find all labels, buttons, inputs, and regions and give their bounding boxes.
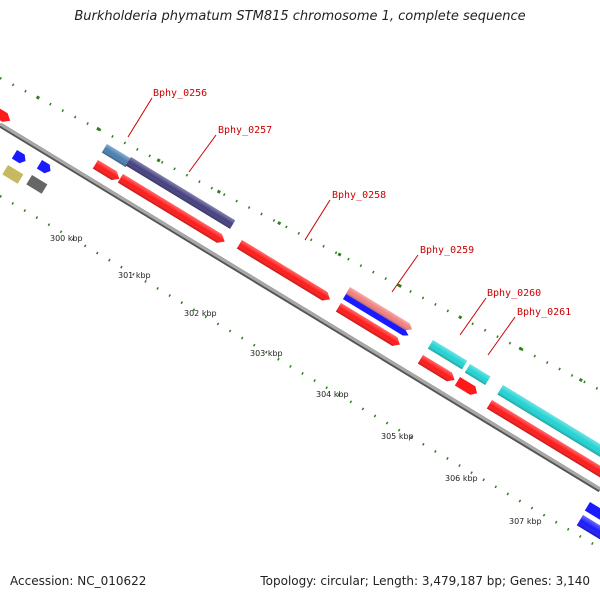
inner-tick-ring <box>0 194 600 550</box>
scale-label: 303 kbp <box>250 349 283 358</box>
gene-label[interactable]: Bphy_0257 <box>218 125 272 136</box>
gene-label[interactable]: Bphy_0258 <box>332 190 386 201</box>
gene-feature[interactable] <box>584 502 600 527</box>
outer-minor-ticks <box>0 76 600 392</box>
outer-tick-ring <box>0 76 600 392</box>
gene-feature[interactable] <box>101 144 131 168</box>
gene-label[interactable]: Bphy_0261 <box>517 307 571 318</box>
feature-track <box>0 105 600 541</box>
gene-feature[interactable] <box>2 165 24 184</box>
gene-label[interactable]: Bphy_0256 <box>153 88 207 99</box>
scale-label: 307 kbp <box>509 517 542 526</box>
gene-feature[interactable] <box>236 240 333 304</box>
gene-leaders <box>127 97 516 356</box>
scale-label: 302 kbp <box>184 309 217 318</box>
chromosome-backbone <box>0 122 600 491</box>
gene-feature[interactable] <box>125 157 236 229</box>
scale-label: 306 kbp <box>445 474 478 483</box>
gene-feature[interactable] <box>11 150 28 165</box>
gene-feature[interactable] <box>497 385 600 468</box>
gene-feature[interactable] <box>576 515 600 541</box>
gene-feature[interactable] <box>454 377 480 397</box>
gene-feature[interactable] <box>342 294 410 338</box>
gene-feature[interactable] <box>335 303 403 349</box>
scale-label: 300 kbp <box>50 234 83 243</box>
scale-label: 301 kbp <box>118 271 151 280</box>
scale-label: 304 kbp <box>316 390 349 399</box>
gene-feature[interactable] <box>345 287 414 333</box>
accession-text: Accession: NC_010622 <box>10 574 147 588</box>
gene-feature[interactable] <box>0 105 13 125</box>
inner-minor-ticks <box>0 194 600 550</box>
map-title: Burkholderia phymatum STM815 chromosome … <box>74 9 526 24</box>
gene-label[interactable]: Bphy_0260 <box>487 288 541 299</box>
gene-feature[interactable] <box>464 364 491 386</box>
scale-label: 305 kbp <box>381 432 414 441</box>
gene-feature[interactable] <box>36 160 53 175</box>
gene-feature[interactable] <box>486 400 600 481</box>
gene-feature[interactable] <box>427 340 468 370</box>
gene-feature[interactable] <box>117 174 227 246</box>
gene-feature[interactable] <box>92 160 122 183</box>
gene-feature[interactable] <box>417 355 457 384</box>
outer-major-ticks <box>9 81 600 392</box>
gene-feature[interactable] <box>26 175 48 194</box>
scale-labels: 300 kbp 301 kbp 302 kbp 303 kbp 304 kbp … <box>50 234 542 526</box>
gene-labels: Bphy_0256 Bphy_0257 Bphy_0258 Bphy_0259 … <box>153 88 571 318</box>
gene-label[interactable]: Bphy_0259 <box>420 245 474 256</box>
topology-text: Topology: circular; Length: 3,479,187 bp… <box>260 574 590 588</box>
